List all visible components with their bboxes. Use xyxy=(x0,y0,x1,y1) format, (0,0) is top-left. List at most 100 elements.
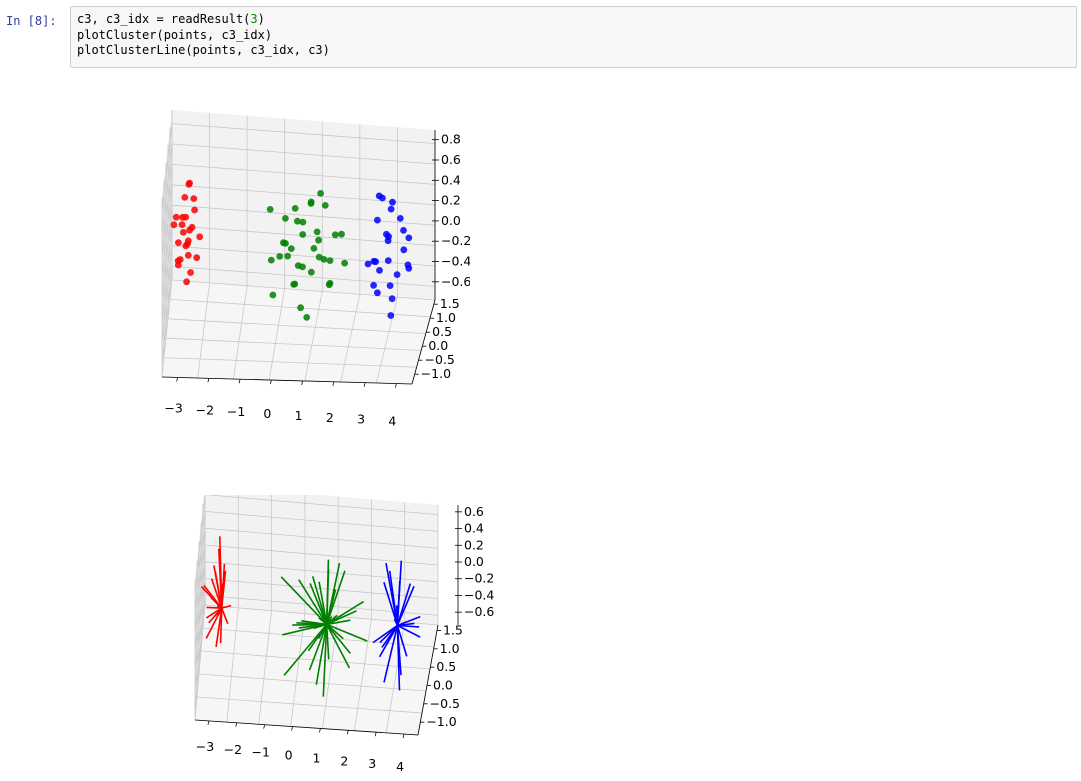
back-pane xyxy=(172,110,435,300)
floor-grid-line xyxy=(163,357,417,368)
data-point xyxy=(388,295,396,303)
x-tick-label: 4 xyxy=(388,414,396,429)
centroid-line xyxy=(282,623,327,636)
floor-grid-line xyxy=(353,619,372,731)
data-point xyxy=(179,229,187,236)
centroid-line xyxy=(220,607,229,625)
data-point xyxy=(183,278,190,286)
data-point xyxy=(174,261,182,269)
centroid-line xyxy=(298,579,328,625)
data-point xyxy=(191,206,198,214)
series-red xyxy=(170,179,204,286)
data-point xyxy=(393,271,401,278)
data-point xyxy=(297,304,304,312)
floor-grid-line xyxy=(165,337,422,351)
z-tick-label: 0.4 xyxy=(464,521,484,536)
y-tick-label: −0.5 xyxy=(425,352,455,367)
data-point xyxy=(179,213,186,221)
data-point xyxy=(321,202,329,209)
x-tick xyxy=(374,732,377,737)
data-point xyxy=(184,237,192,245)
x-tick xyxy=(176,377,179,382)
series-blue xyxy=(364,192,413,319)
centroid-line xyxy=(388,570,399,626)
data-point xyxy=(386,282,394,289)
data-point xyxy=(387,312,395,319)
x-tick-label: 4 xyxy=(396,759,404,774)
floor-grid-line xyxy=(258,610,272,725)
data-point xyxy=(387,205,395,213)
centroid-line xyxy=(396,580,401,626)
floor-grid-line xyxy=(198,673,427,692)
wall-grid-line xyxy=(204,511,439,532)
centroid-line xyxy=(383,581,399,626)
z-tick-label: 0.0 xyxy=(464,554,484,569)
y-tick-label: 1.5 xyxy=(443,623,463,638)
x-tick xyxy=(238,379,241,384)
centroid-line xyxy=(301,620,327,626)
x-axis-line xyxy=(161,376,413,385)
centroid-line xyxy=(397,624,420,628)
data-point xyxy=(383,230,390,238)
centroid-line xyxy=(315,624,328,685)
y-tick-label: 1.0 xyxy=(440,641,460,656)
floor-grid-line xyxy=(340,294,361,383)
floor-pane xyxy=(195,605,438,735)
data-point xyxy=(370,257,378,265)
back-pane xyxy=(205,495,438,625)
y-tick-label: −1.0 xyxy=(426,714,456,729)
code-line-1: c3, c3_idx = readResult(3) xyxy=(77,12,265,26)
centroid-line xyxy=(326,623,351,654)
z-tick-label: −0.6 xyxy=(464,604,494,619)
data-point xyxy=(310,245,318,252)
z-tick-label: 0.2 xyxy=(441,193,461,208)
centroid-line xyxy=(280,576,328,625)
centroid-line xyxy=(397,615,421,627)
y-tick-label: 1.0 xyxy=(436,310,456,325)
code-line-2: plotCluster(points, c3_idx) xyxy=(77,27,273,42)
data-point xyxy=(190,195,198,202)
floor-grid-line xyxy=(200,650,431,670)
scatter-3d-plot: −3 −2 −1 0 1 2 3 41.51.00.50.0−0.5−1.00.80.60.4… xyxy=(161,110,470,429)
x-tick xyxy=(363,382,366,387)
data-point xyxy=(379,194,386,202)
z-tick-label: 0.2 xyxy=(464,537,484,552)
series-green xyxy=(280,559,368,697)
x-tick-label: −3 xyxy=(196,739,214,754)
centroid-line xyxy=(283,623,328,676)
y-axis-line xyxy=(417,624,439,736)
code-input-area[interactable]: c3, c3_idx = readResult(3) plotCluster(p… xyxy=(70,6,1077,68)
z-tick-label: −0.2 xyxy=(441,233,470,248)
data-point xyxy=(182,242,190,250)
data-point xyxy=(331,231,339,239)
y-tick-label: −1.0 xyxy=(421,366,451,381)
z-tick-label: 0.6 xyxy=(464,504,484,519)
data-point xyxy=(376,267,383,274)
wall-grid-line xyxy=(204,495,439,515)
floor-grid-line xyxy=(290,613,306,727)
data-point xyxy=(307,268,315,276)
centroid-line xyxy=(322,624,328,697)
centroid-line xyxy=(396,585,415,626)
code-text[interactable]: c3, c3_idx = readResult(3) plotCluster(p… xyxy=(71,7,1076,64)
z-tick-label: −0.6 xyxy=(441,274,470,289)
x-tick xyxy=(394,383,397,388)
x-tick-label: 1 xyxy=(312,750,320,765)
y-axis-line xyxy=(411,299,436,385)
y-tick-label: 0.0 xyxy=(428,338,448,353)
data-point xyxy=(291,280,299,288)
x-tick xyxy=(207,378,210,383)
data-point xyxy=(326,257,334,264)
data-point xyxy=(287,245,295,253)
data-point xyxy=(370,281,377,289)
data-point xyxy=(282,240,289,247)
data-point xyxy=(175,239,182,247)
floor-grid-line xyxy=(233,285,248,380)
series-red xyxy=(200,536,232,648)
y-tick-label: 0.5 xyxy=(432,324,452,339)
wall-grid-line xyxy=(171,143,436,165)
data-point xyxy=(291,205,299,212)
centroid-line xyxy=(203,585,223,609)
data-point xyxy=(170,221,178,229)
